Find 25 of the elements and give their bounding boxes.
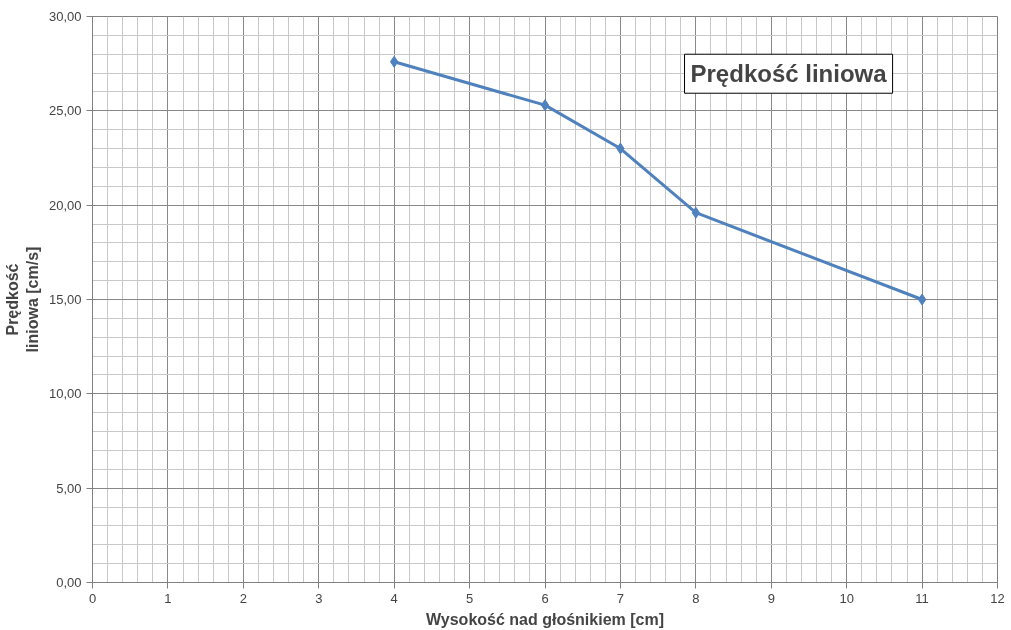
x-tick-label: 7 xyxy=(616,590,625,606)
x-tick-label: 12 xyxy=(990,590,1005,606)
y-tick-label: 20,00 xyxy=(48,197,82,213)
y-tick-label: 15,00 xyxy=(48,292,82,307)
x-tick-label: 0 xyxy=(88,590,97,606)
x-tick-label: 2 xyxy=(239,590,247,606)
y-tick-label: 10,00 xyxy=(48,386,82,402)
x-axis-title: Wysokość nad głośnikiem [cm] xyxy=(426,610,664,628)
point xyxy=(917,293,927,306)
x-tick-label: 4 xyxy=(390,590,398,606)
x-tick-label: 10 xyxy=(839,590,854,606)
y-tick-label: 30,00 xyxy=(48,9,82,24)
x-tick-label: 8 xyxy=(692,590,700,606)
y-axis-title: Prędkość liniowa [cm/s] xyxy=(3,246,41,353)
point xyxy=(540,99,550,112)
x-tick-label: 3 xyxy=(315,590,323,606)
y-tick-label: 0,00 xyxy=(56,575,82,590)
x-tick-label: 11 xyxy=(915,590,929,606)
x-tick-label: 6 xyxy=(541,590,549,606)
x-tick-label: 9 xyxy=(767,590,775,606)
x-tick-label: 1 xyxy=(164,590,172,606)
x-tick-label: 5 xyxy=(465,590,474,606)
text: Prędkość liniowa xyxy=(690,60,888,88)
y-tick-label: 25,00 xyxy=(48,103,82,119)
y-tick-label: 5,00 xyxy=(56,480,82,496)
